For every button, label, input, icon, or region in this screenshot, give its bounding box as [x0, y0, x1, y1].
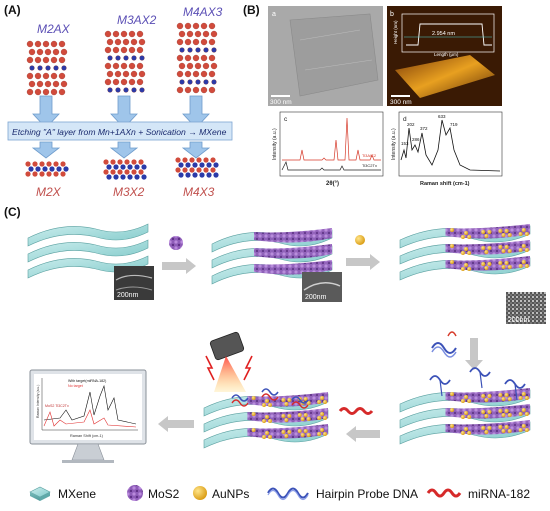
- arrow-step-2: [346, 254, 380, 270]
- legend-mirna-icon: [426, 488, 462, 498]
- legend-mos2-icon: [127, 485, 143, 501]
- mxene-sheet-m4x3: [175, 157, 219, 178]
- raman-peak-202: 202: [407, 122, 415, 127]
- afm-thickness: 2.954 nm: [432, 31, 455, 37]
- step5-detection-stack: [203, 388, 329, 449]
- raman-peak-153: 153: [401, 141, 409, 146]
- aunp-icon: [355, 235, 365, 245]
- etching-box: [7, 121, 233, 141]
- hairpin-probe-free: [431, 331, 457, 358]
- sem-scale-3: 200nm: [508, 317, 530, 324]
- legend-mos2-label: MoS2: [148, 487, 180, 501]
- afm-image: b 2.954 nm Height (nm) Length (μm) 300 n…: [387, 6, 502, 106]
- sem-image-1: 200nm: [114, 266, 154, 300]
- step3-aunp-stack: [399, 224, 531, 281]
- afm-scale-text: 300 nm: [390, 99, 412, 106]
- monitor: With target(miRNA-182) No target MoS2 Ti…: [29, 369, 147, 463]
- afm-x-label: Length (μm): [434, 52, 459, 57]
- crystal-stack-m3ax2: [104, 30, 146, 93]
- legend-aunp-label: AuNPs: [212, 487, 249, 501]
- down-arrows: [32, 95, 210, 129]
- mxene-sheet-m3x2: [103, 159, 147, 180]
- raman-peak-633: 633: [438, 114, 446, 119]
- monitor-tag: MoS2 Ti3C2Tx: [45, 404, 69, 408]
- legend-probe-label: Hairpin Probe DNA: [316, 487, 418, 501]
- phase-top-m3ax2: M3AX2: [117, 13, 157, 27]
- xrd-label-ti3c2tx: Ti3C2Tx: [362, 163, 377, 168]
- sem-image-3: 200nm: [506, 292, 546, 324]
- laser-probe: [205, 331, 253, 392]
- monitor-legend-target: With target(miRNA-182): [68, 379, 106, 383]
- sem-image-2: 200nm: [302, 272, 342, 302]
- step2-mos2-stack: [211, 228, 333, 285]
- panel-a: (A) M2AX M3AX2 M4AX3 Etching "A" layer f…: [4, 3, 233, 199]
- xrd-letter: c: [284, 116, 288, 123]
- tem-letter: a: [272, 11, 276, 18]
- etching-text: Etching "A" layer from Mn+1AXn + Sonicat…: [12, 127, 227, 137]
- bottom-legend: MXene MoS2 AuNPs Hairpin Probe DNA miRNA…: [29, 485, 530, 501]
- arrow-step-4: [346, 426, 380, 442]
- phase-top-m4ax3: M4AX3: [183, 5, 223, 19]
- xrd-series-ti3alc2: [282, 117, 381, 161]
- monitor-legend-no-target: No target: [68, 384, 83, 388]
- mirna-icon: [338, 407, 374, 415]
- monitor-spectrum: With target(miRNA-182) No target MoS2 Ti…: [36, 378, 138, 438]
- sem-scale-2: 200nm: [305, 294, 327, 301]
- phase-top-m2ax: M2AX: [37, 22, 71, 36]
- step1-mxene-stack: [27, 223, 149, 279]
- arrow-step-5: [158, 416, 194, 432]
- raman-peak-372: 372: [420, 126, 428, 131]
- mxene-sheet-m2x: [25, 161, 69, 177]
- panel-c: (C) 200nm 200nm 200nm: [4, 205, 546, 463]
- monitor-y-label: Raman Intensity (a.u.): [36, 385, 40, 418]
- panel-b-label: (B): [243, 3, 260, 17]
- phase-bottom-m2x: M2X: [36, 185, 62, 199]
- tem-scale-text: 300 nm: [270, 99, 292, 106]
- legend-mirna-label: miRNA-182: [468, 487, 530, 501]
- xrd-series-ti3c2tx: [281, 160, 381, 171]
- crystal-stack-m2ax: [26, 40, 68, 96]
- crystal-stack-m4ax3: [176, 22, 218, 94]
- raman-peak-286: 286: [412, 137, 420, 142]
- panel-c-label: (C): [4, 205, 21, 219]
- raman-plot: d 153 202 286 372 633 719 Intensity (a.u…: [391, 111, 503, 187]
- raman-x-label: Raman shift (cm-1): [420, 181, 470, 187]
- raman-letter: d: [403, 116, 407, 123]
- sem-scale-1: 200nm: [117, 292, 139, 299]
- raman-y-label: Intensity (a.u.): [391, 128, 397, 160]
- step4-probe-stack: [399, 367, 531, 445]
- arrow-step-1: [162, 258, 196, 274]
- panel-b: (B) a 300 nm b 2.954 nm Height (nm) Leng…: [243, 3, 503, 187]
- arrow-step-3: [465, 338, 483, 370]
- xrd-label-ti3alc2: Ti3AlC2: [362, 153, 377, 158]
- afm-letter: b: [390, 11, 394, 18]
- xrd-x-label: 2θ(°): [326, 181, 339, 187]
- xrd-plot: c Ti3AlC2 Ti3C2Tx Intensity (a.u.) 2θ(°): [272, 111, 384, 187]
- afm-y-label: Height (nm): [393, 20, 398, 44]
- legend-aunp-icon: [193, 486, 207, 500]
- raman-spectrum: [400, 119, 501, 172]
- legend-mxene-label: MXene: [58, 487, 96, 501]
- legend-mxene-icon: [29, 486, 51, 501]
- phase-bottom-m3x2: M3X2: [113, 185, 145, 199]
- phase-bottom-m4x3: M4X3: [183, 185, 215, 199]
- tem-image: a 300 nm: [268, 6, 383, 106]
- panel-a-label: (A): [4, 3, 21, 17]
- legend-probe-icon: [267, 487, 309, 501]
- raman-peak-719: 719: [450, 122, 458, 127]
- xrd-y-label: Intensity (a.u.): [272, 128, 278, 160]
- mos2-cluster-icon: [169, 236, 183, 250]
- down-arrows-lower: [31, 141, 211, 159]
- monitor-x-label: Raman Shift (cm-1): [70, 434, 104, 438]
